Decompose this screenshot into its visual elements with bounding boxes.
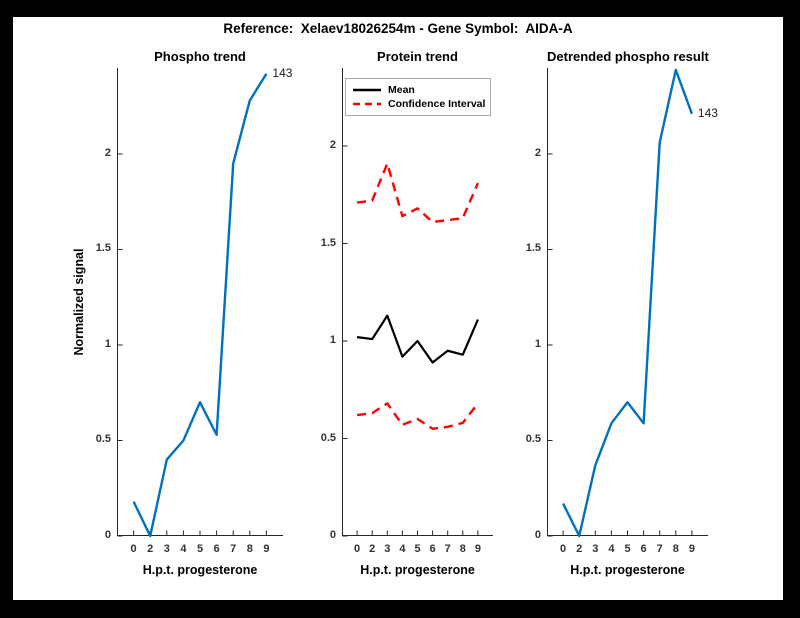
x-tick-label: 0 bbox=[130, 543, 137, 555]
x-tick-label: 8 bbox=[459, 543, 466, 555]
x-axis-label: H.p.t. progesterone bbox=[360, 563, 475, 577]
x-tick-label: 6 bbox=[213, 543, 220, 555]
x-axis-label: H.p.t. progesterone bbox=[142, 563, 258, 577]
subplot-title: Detrended phospho result bbox=[547, 49, 709, 64]
x-tick-label: 5 bbox=[624, 543, 631, 555]
x-tick-label: 3 bbox=[384, 543, 391, 555]
mean-line bbox=[356, 314, 479, 364]
x-tick-label: 3 bbox=[592, 543, 599, 555]
x-tick-label: 5 bbox=[414, 543, 421, 555]
phospho-trend-plot bbox=[117, 68, 283, 538]
y-tick-label: 0 bbox=[329, 529, 336, 541]
y-tick-label: 0.5 bbox=[95, 433, 111, 446]
x-tick-label: 8 bbox=[672, 543, 679, 555]
x-tick-label: 2 bbox=[576, 543, 583, 555]
y-tick-label: 1.5 bbox=[95, 242, 111, 255]
detrended-phospho-plot bbox=[547, 68, 708, 538]
x-tick-label: 0 bbox=[560, 543, 567, 555]
axes bbox=[547, 68, 708, 537]
x-tick-label: 4 bbox=[608, 543, 615, 555]
x-tick-label: 0 bbox=[354, 543, 361, 555]
x-tick-label: 4 bbox=[399, 543, 406, 555]
series-end-annotation: 143 bbox=[697, 105, 718, 120]
y-tick-label: 2 bbox=[329, 139, 336, 151]
y-tick-label: 0 bbox=[534, 529, 541, 541]
x-tick-label: 3 bbox=[163, 543, 170, 555]
x-tick-label: 9 bbox=[263, 543, 270, 555]
x-tick-label: 2 bbox=[147, 543, 154, 555]
x-tick-label: 6 bbox=[640, 543, 647, 555]
confidence-lower-line bbox=[356, 402, 479, 430]
legend-label-mean: Mean bbox=[388, 84, 415, 96]
confidence-upper-line bbox=[356, 162, 480, 224]
legend-entry-confidence-interval: Confidence Interval bbox=[353, 97, 486, 111]
x-tick-label: 7 bbox=[444, 543, 451, 555]
y-tick-label: 0.5 bbox=[525, 433, 541, 446]
y-tick-label: 1.5 bbox=[525, 242, 541, 255]
x-axis-label: H.p.t. progesterone bbox=[570, 563, 685, 577]
x-tick-label: 4 bbox=[180, 543, 187, 555]
figure-canvas: Reference: Xelaev18026254m - Gene Symbol… bbox=[13, 17, 783, 600]
subplot-title: Protein trend bbox=[377, 49, 458, 64]
dashed-line-icon bbox=[353, 102, 381, 106]
x-tick-label: 9 bbox=[474, 543, 481, 555]
detrended-phospho-line bbox=[562, 68, 694, 538]
mean-line-icon bbox=[353, 88, 381, 92]
y-tick-label: 1.5 bbox=[320, 236, 336, 249]
legend: Mean Confidence Interval bbox=[345, 78, 491, 116]
subplot-phospho-trend: Phospho trend Normalized signal H.p.t. p… bbox=[72, 17, 292, 600]
series-end-annotation: 143 bbox=[272, 65, 293, 80]
y-tick-label: 1 bbox=[104, 337, 111, 350]
x-tick-label: 9 bbox=[688, 543, 695, 555]
y-tick-label: 1 bbox=[329, 334, 336, 346]
y-tick-label: 2 bbox=[534, 146, 541, 159]
y-tick-label: 1 bbox=[534, 337, 541, 350]
x-tick-label: 2 bbox=[369, 543, 376, 555]
protein-trend-plot bbox=[342, 68, 493, 537]
subplot-detrended-phospho: Detrended phospho result H.p.t. progeste… bbox=[526, 17, 718, 600]
y-tick-label: 0 bbox=[104, 529, 111, 541]
axes bbox=[117, 68, 283, 537]
legend-entry-mean: Mean bbox=[353, 83, 484, 97]
y-tick-label: 2 bbox=[104, 146, 111, 159]
subplot-protein-trend: Protein trend Mean Confidence Interval H… bbox=[321, 17, 493, 600]
phospho-trend-line bbox=[132, 73, 268, 538]
figure-title: Reference: Xelaev18026254m - Gene Symbol… bbox=[223, 21, 573, 36]
subplot-title: Phospho trend bbox=[154, 49, 246, 64]
legend-label-confidence-interval: Confidence Interval bbox=[388, 98, 486, 110]
x-tick-label: 8 bbox=[246, 543, 253, 555]
y-tick-label: 0.5 bbox=[320, 431, 336, 444]
x-tick-label: 7 bbox=[656, 543, 663, 555]
x-tick-label: 7 bbox=[230, 543, 237, 555]
x-tick-label: 6 bbox=[429, 543, 436, 555]
x-tick-label: 5 bbox=[196, 543, 204, 555]
axes bbox=[342, 68, 493, 537]
